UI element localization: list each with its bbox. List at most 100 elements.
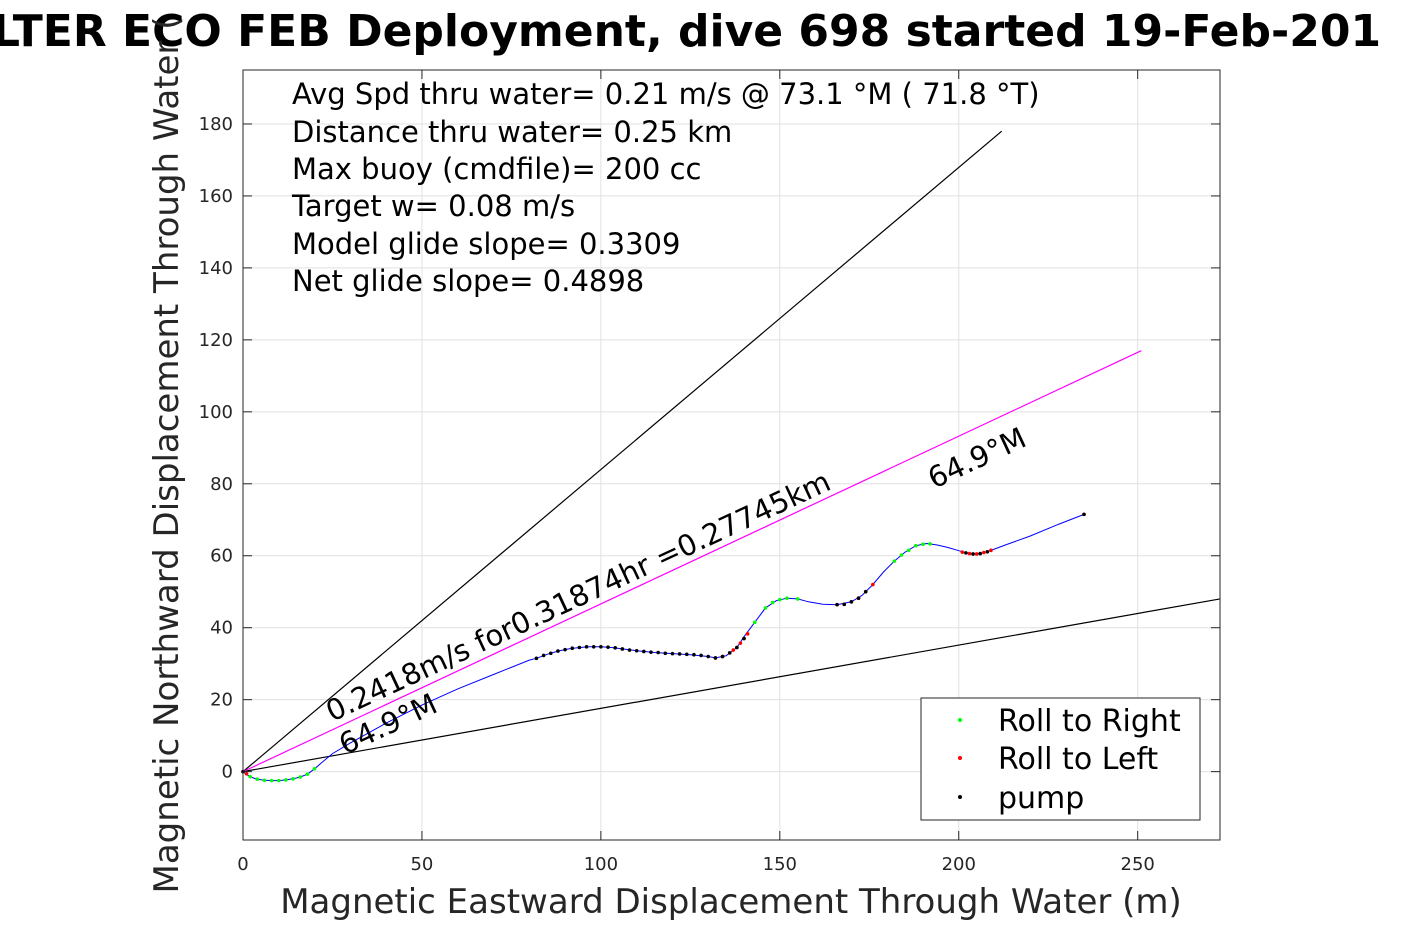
marker-pump [971, 552, 975, 556]
y-tick-label: 40 [210, 618, 233, 639]
marker-pump [541, 653, 546, 658]
marker-roll-to-right [906, 548, 911, 553]
marker-roll-to-right [914, 543, 918, 548]
marker-roll-to-right [276, 778, 281, 783]
marker-roll-to-left [871, 582, 875, 587]
marker-pump [627, 648, 632, 652]
marker-roll-to-right [921, 542, 925, 547]
marker-pump [835, 602, 839, 607]
marker-roll-to-right [785, 596, 789, 601]
legend-label-pump: pump [998, 781, 1084, 816]
marker-pump [692, 652, 696, 657]
marker-roll-to-left [745, 632, 750, 636]
marker-pump [735, 645, 739, 650]
marker-pump [684, 652, 689, 657]
x-tick-label: 150 [763, 854, 797, 875]
marker-roll-to-left [989, 548, 993, 553]
marker-pump [677, 652, 682, 656]
annotation-model-glide-slope: Model glide slope= 0.3309 [292, 227, 680, 261]
x-tick-label: 250 [1121, 854, 1155, 875]
marker-pump [556, 649, 560, 653]
legend-marker-pump [958, 795, 962, 799]
x-tick-label: 50 [410, 854, 433, 875]
marker-roll-to-right [298, 775, 303, 779]
marker-pump [713, 656, 718, 660]
marker-pump [727, 651, 732, 655]
annotation-target-w: Target w= 0.08 m/s [291, 189, 575, 223]
legend-marker-roll-left [958, 756, 962, 760]
x-axis-ticks: 0 50 100 150 200 250 [237, 70, 1155, 875]
marker-pump [663, 651, 668, 656]
marker-pump [863, 589, 868, 594]
marker-pump [599, 644, 603, 649]
legend-label-roll-left: Roll to Left [998, 742, 1158, 777]
marker-roll-to-right [262, 778, 267, 783]
marker-roll-to-right [763, 606, 768, 610]
y-tick-label: 120 [199, 330, 233, 351]
marker-pump [606, 645, 610, 649]
marker-pump [720, 654, 725, 659]
stats-annotations: Avg Spd thru water= 0.21 m/s @ 73.1 °M (… [291, 77, 1040, 298]
marker-pump [534, 656, 539, 661]
marker-pump [584, 644, 589, 649]
track-markers [241, 512, 1086, 783]
marker-roll-to-left [244, 771, 249, 776]
marker-roll-to-right [291, 777, 295, 781]
chart-title: LTER ECO FEB Deployment, dive 698 starte… [0, 6, 1381, 57]
marker-pump [620, 647, 625, 651]
annotation-net-glide-slope: Net glide slope= 0.4898 [292, 264, 644, 298]
marker-pump [964, 551, 968, 555]
marker-roll-to-left [738, 641, 743, 645]
y-tick-label: 80 [210, 474, 233, 495]
marker-pump [656, 650, 660, 655]
y-axis-ticks: 0 20 40 60 80 100 120 140 160 180 [199, 114, 1220, 783]
marker-pump [849, 600, 854, 604]
annotation-max-buoy: Max buoy (cmdfile)= 200 cc [292, 152, 701, 186]
y-tick-label: 60 [210, 546, 233, 567]
marker-roll-to-left [974, 552, 979, 556]
reference-lines [242, 130, 1221, 773]
upper-bound-line [242, 130, 1003, 773]
y-tick-label: 20 [210, 690, 233, 711]
marker-roll-to-right [899, 553, 904, 557]
heading-line-line [242, 350, 1142, 773]
legend-label-roll-right: Roll to Right [998, 704, 1181, 739]
lower-bound-line [242, 598, 1221, 773]
marker-pump [978, 551, 983, 556]
marker-roll-to-right [305, 772, 310, 776]
marker-roll-to-right [312, 766, 317, 771]
marker-roll-to-right [778, 597, 782, 602]
marker-pump [706, 654, 711, 659]
y-tick-label: 100 [199, 402, 233, 423]
marker-pump [548, 651, 553, 656]
grid-lines [242, 70, 1220, 840]
marker-pump [742, 636, 746, 641]
marker-pump [591, 644, 596, 649]
legend: Roll to Right Roll to Left pump [920, 697, 1201, 821]
marker-roll-to-left [982, 550, 986, 555]
marker-roll-to-right [770, 600, 775, 605]
marker-pump [985, 549, 990, 554]
marker-pump [649, 650, 653, 654]
annotation-avg-speed: Avg Spd thru water= 0.21 m/s @ 73.1 °M (… [292, 77, 1040, 111]
x-tick-label: 100 [584, 854, 618, 875]
marker-roll-to-right [269, 778, 274, 783]
y-tick-label: 140 [199, 258, 233, 279]
legend-marker-roll-right [958, 718, 962, 722]
y-tick-label: 0 [222, 762, 233, 783]
marker-pump [1082, 512, 1086, 517]
y-tick-label: 160 [199, 186, 233, 207]
marker-pump [577, 645, 582, 650]
marker-pump [570, 646, 575, 651]
marker-pump [642, 649, 646, 654]
marker-pump [634, 648, 639, 653]
x-tick-label: 200 [942, 854, 976, 875]
marker-roll-to-right [928, 542, 932, 546]
legend-box [920, 697, 1201, 821]
y-tick-label: 180 [199, 114, 233, 135]
marker-roll-to-right [892, 559, 897, 563]
annotation-distance: Distance thru water= 0.25 km [292, 115, 732, 149]
y-axis-label: Magnetic Northward Displacement Through … [147, 17, 187, 894]
marker-pump [699, 653, 703, 658]
